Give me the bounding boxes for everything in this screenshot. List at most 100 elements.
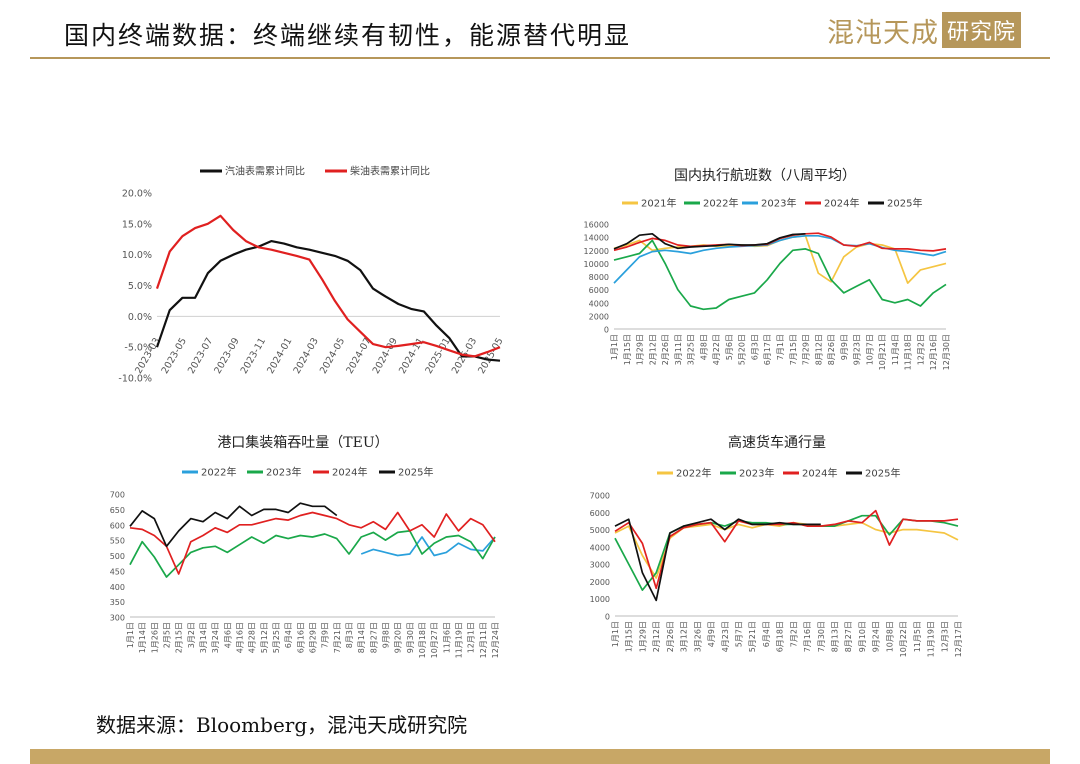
x-tick-label: 9月10日	[858, 621, 867, 652]
chart-4: 高速货车通行量 7000 6000 5000 4000 3000 2000 1000 01月1日…	[590, 434, 963, 657]
x-tick-label: 9月23日	[853, 334, 862, 365]
chart-2: 国内执行航班数（八周平均） 16000 14000 12000 10000 8000 600…	[584, 168, 951, 370]
y-tick-label: 12000	[584, 247, 609, 256]
x-tick-label: 10月8日	[885, 621, 894, 652]
y-tick-label: 3000	[590, 561, 610, 570]
x-tick-label: 8月13日	[831, 621, 840, 652]
x-tick-label: 2025-01	[423, 336, 452, 376]
x-tick-label: 7月2日	[789, 621, 798, 647]
x-tick-label: 12月11日	[479, 622, 488, 658]
x-tick-label: 12月1日	[467, 622, 476, 653]
x-tick-label: 9月30日	[406, 622, 415, 653]
y-tick-label: 7000	[590, 492, 610, 501]
x-tick-label: 8月3日	[345, 622, 354, 648]
y-tick-label: 400	[110, 583, 125, 592]
x-tick-label: 4月8日	[699, 334, 708, 360]
y-tick-label: 300	[110, 614, 125, 623]
y-tick-label: 600	[110, 521, 125, 530]
series-line	[129, 511, 496, 575]
y-tick-label: 500	[110, 552, 125, 561]
y-tick-label: 5000	[590, 526, 610, 535]
chart-3: 港口集装箱吞吐量（TEU） 700 650 600 550 500 450 400 350 300…	[110, 434, 500, 658]
x-tick-label: 4月23日	[721, 621, 730, 652]
x-tick-label: 10月27日	[430, 622, 439, 658]
x-tick-label: 2024-03	[292, 336, 321, 376]
x-tick-label: 6月18日	[776, 621, 785, 652]
x-tick-label: 5月7日	[734, 621, 743, 647]
x-tick-label: 1月15日	[623, 334, 632, 365]
y-tick-label: 4000	[590, 543, 610, 552]
y-tick-label: 5.0%	[128, 281, 152, 292]
y-tick-label: 8000	[589, 273, 609, 282]
x-tick-label: 10月7日	[865, 334, 874, 365]
legend-label: 2025年	[887, 197, 922, 210]
y-tick-label: 6000	[590, 509, 610, 518]
y-tick-label: 550	[110, 537, 125, 546]
y-tick-label: 15.0%	[122, 219, 152, 230]
x-tick-label: 3月14日	[199, 622, 208, 653]
y-tick-label: 0	[604, 326, 609, 335]
y-tick-label: 10000	[584, 260, 609, 269]
x-tick-label: 11月18日	[904, 334, 913, 370]
x-tick-label: 2024-09	[371, 336, 400, 376]
y-tick-label: 6000	[589, 286, 609, 295]
x-tick-label: 9月24日	[872, 621, 881, 652]
data-source: 数据来源：Bloomberg，混沌天成研究院	[96, 713, 468, 737]
x-tick-label: 11月6日	[442, 622, 451, 653]
x-tick-label: 2023-07	[186, 336, 215, 376]
x-tick-label: 2月5日	[163, 622, 172, 648]
x-tick-label: 7月21日	[333, 622, 342, 653]
x-tick-label: 8月27日	[844, 621, 853, 652]
x-tick-label: 10月18日	[418, 622, 427, 658]
x-tick-label: 2023-11	[239, 336, 268, 376]
x-tick-label: 1月14日	[138, 622, 147, 653]
x-tick-label: 5月21日	[748, 621, 757, 652]
y-tick-label: 2000	[590, 578, 610, 587]
x-tick-label: 11月19日	[455, 622, 464, 658]
brand-name: 混沌天成	[827, 17, 939, 49]
x-tick-label: 1月29日	[636, 334, 645, 365]
y-tick-label: 2000	[589, 312, 609, 321]
series-line	[155, 214, 501, 358]
x-tick-label: 1月15日	[625, 621, 634, 652]
legend-label: 2025年	[865, 467, 900, 480]
legend-label: 2022年	[676, 467, 711, 480]
x-tick-label: 12月24日	[491, 622, 500, 658]
y-tick-label: 450	[110, 567, 125, 576]
x-tick-label: 12月2日	[916, 334, 925, 365]
x-tick-label: 6月3日	[750, 334, 759, 360]
x-tick-label: 2月26日	[661, 334, 670, 365]
legend-label: 2024年	[802, 467, 837, 480]
x-tick-label: 10月21日	[878, 334, 887, 370]
x-tick-label: 4月22日	[712, 334, 721, 365]
page-title: 国内终端数据：终端继续有韧性，能源替代明显	[64, 21, 632, 50]
x-tick-label: 9月9日	[840, 334, 849, 360]
chart-1: 20.0% 15.0% 10.0% 5.0% 0.0% -5.0% -10.0% 2023-0…	[118, 165, 505, 385]
x-tick-label: 7月29日	[802, 334, 811, 365]
series-line	[613, 239, 947, 311]
x-tick-label: 11月19日	[927, 621, 936, 657]
x-tick-label: 6月17日	[763, 334, 772, 365]
x-tick-label: 5月12日	[260, 622, 269, 653]
legend-label: 2023年	[266, 466, 301, 479]
x-tick-label: 4月16日	[236, 622, 245, 653]
x-tick-label: 1月1日	[610, 334, 619, 360]
x-tick-label: 10月22日	[899, 621, 908, 657]
legend-label: 2024年	[332, 466, 367, 479]
x-tick-label: 2024-01	[265, 336, 294, 376]
x-tick-label: 1月1日	[126, 622, 135, 648]
legend-label: 2021年	[641, 197, 676, 210]
footer-bar	[30, 749, 1050, 764]
y-tick-label: 20.0%	[122, 189, 152, 200]
brand-logo: 混沌天成 研究院	[827, 12, 1022, 49]
y-tick-label: 4000	[589, 299, 609, 308]
x-tick-label: 7月30日	[817, 621, 826, 652]
x-tick-label: 3月24日	[211, 622, 220, 653]
y-tick-label: 650	[110, 506, 125, 515]
series-line	[129, 530, 496, 578]
chart-title: 高速货车通行量	[728, 434, 826, 451]
x-tick-label: 2025-05	[476, 336, 505, 376]
x-tick-label: 8月12日	[814, 334, 823, 365]
x-tick-label: 3月2日	[187, 622, 196, 648]
